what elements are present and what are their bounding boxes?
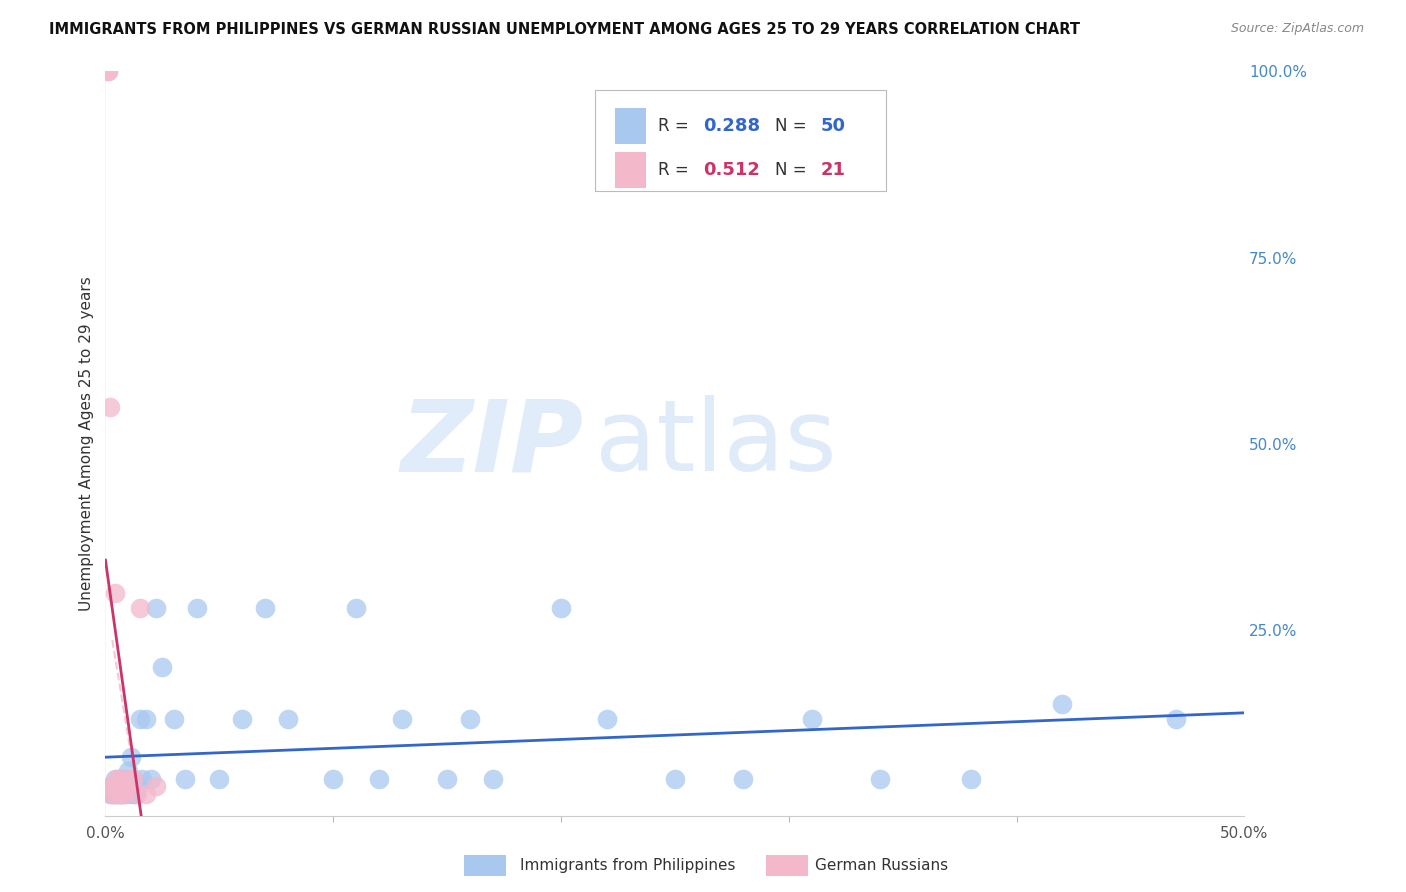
Point xyxy=(277,712,299,726)
Point xyxy=(960,772,983,786)
Text: Source: ZipAtlas.com: Source: ZipAtlas.com xyxy=(1230,22,1364,36)
Point xyxy=(121,787,143,801)
Text: 0.288: 0.288 xyxy=(703,117,761,136)
Point xyxy=(120,749,142,764)
Point xyxy=(103,787,125,801)
Point xyxy=(481,772,503,786)
Point xyxy=(121,772,143,786)
Point xyxy=(121,772,143,786)
Point xyxy=(108,787,131,801)
Point xyxy=(733,772,755,786)
Point xyxy=(800,712,823,726)
Point xyxy=(115,780,138,794)
Text: N =: N = xyxy=(775,117,813,136)
Text: R =: R = xyxy=(658,117,693,136)
Point xyxy=(367,772,389,786)
Point xyxy=(1164,712,1187,726)
Point xyxy=(112,787,135,801)
Text: IMMIGRANTS FROM PHILIPPINES VS GERMAN RUSSIAN UNEMPLOYMENT AMONG AGES 25 TO 29 Y: IMMIGRANTS FROM PHILIPPINES VS GERMAN RU… xyxy=(49,22,1080,37)
Point xyxy=(128,712,150,726)
Point xyxy=(105,787,128,801)
Point xyxy=(436,772,458,786)
Point xyxy=(186,600,208,615)
FancyBboxPatch shape xyxy=(614,153,647,188)
Point xyxy=(139,772,162,786)
Point xyxy=(115,780,138,794)
Point xyxy=(98,780,121,794)
Point xyxy=(135,787,157,801)
Point xyxy=(103,586,125,600)
Point xyxy=(108,772,131,786)
Point xyxy=(105,772,128,786)
Point xyxy=(124,787,146,801)
Point xyxy=(135,712,157,726)
Text: 50: 50 xyxy=(821,117,845,136)
Point xyxy=(101,780,124,794)
Point xyxy=(231,712,253,726)
Point xyxy=(869,772,891,786)
Text: ZIP: ZIP xyxy=(401,395,583,492)
Point xyxy=(208,772,231,786)
Text: 21: 21 xyxy=(821,161,845,179)
Point xyxy=(131,772,153,786)
Point xyxy=(101,780,124,794)
Point xyxy=(322,772,344,786)
Point xyxy=(117,764,139,779)
Point xyxy=(127,780,149,794)
Point xyxy=(98,787,121,801)
Point xyxy=(145,600,167,615)
FancyBboxPatch shape xyxy=(595,90,886,191)
Point xyxy=(163,712,186,726)
Point xyxy=(152,660,174,674)
Point xyxy=(550,600,572,615)
Point xyxy=(112,787,135,801)
Text: 0.512: 0.512 xyxy=(703,161,761,179)
Point xyxy=(110,787,132,801)
Point xyxy=(108,787,131,801)
Point xyxy=(108,772,131,786)
Text: N =: N = xyxy=(775,161,813,179)
Point xyxy=(101,787,124,801)
Y-axis label: Unemployment Among Ages 25 to 29 years: Unemployment Among Ages 25 to 29 years xyxy=(79,277,94,611)
Point xyxy=(110,787,132,801)
FancyBboxPatch shape xyxy=(614,109,647,145)
Point xyxy=(253,600,276,615)
Point xyxy=(112,772,135,786)
Text: Immigrants from Philippines: Immigrants from Philippines xyxy=(520,858,735,872)
Point xyxy=(458,712,481,726)
Point xyxy=(127,787,149,801)
Point xyxy=(98,400,121,414)
Point xyxy=(97,64,120,78)
Point xyxy=(105,780,128,794)
Point xyxy=(117,772,139,786)
Point xyxy=(595,712,617,726)
Point xyxy=(103,787,125,801)
Text: R =: R = xyxy=(658,161,693,179)
Point xyxy=(664,772,686,786)
Point xyxy=(117,787,139,801)
Point xyxy=(103,772,125,786)
Point xyxy=(110,780,132,794)
Point xyxy=(145,780,167,794)
Point xyxy=(391,712,413,726)
Point xyxy=(110,780,132,794)
Point xyxy=(101,787,124,801)
Point xyxy=(174,772,197,786)
Point xyxy=(344,600,367,615)
Point xyxy=(1050,698,1073,712)
Text: German Russians: German Russians xyxy=(815,858,949,872)
Point xyxy=(97,64,120,78)
Point xyxy=(128,600,150,615)
Text: atlas: atlas xyxy=(595,395,837,492)
